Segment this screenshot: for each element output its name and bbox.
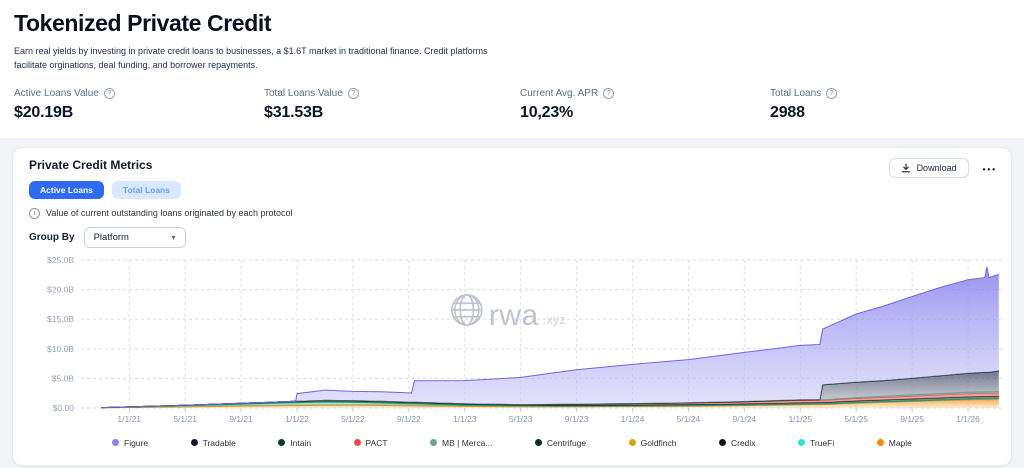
chart-info-text: Value of current outstanding loans origi…	[46, 208, 293, 219]
y-axis-label: $0.00	[53, 403, 75, 413]
stat-label: Total Loans Value	[264, 87, 343, 99]
tab-total-loans[interactable]: Total Loans	[111, 180, 181, 199]
content-section: Private Credit Metrics Download Active L…	[0, 137, 1024, 468]
legend-label: MB | Merca...	[442, 437, 493, 448]
more-menu-button[interactable]	[983, 161, 997, 174]
y-axis-label: $20.0B	[47, 284, 74, 294]
group-by-label: Group By	[29, 231, 75, 243]
download-button[interactable]: Download	[888, 157, 969, 178]
legend-dot	[112, 439, 119, 447]
legend-item-centrifuge[interactable]: Centrifuge	[534, 437, 587, 448]
legend-label: Figure	[124, 437, 149, 448]
legend-label: Credix	[730, 437, 756, 448]
card-actions: Download	[888, 157, 997, 178]
x-axis-label: 9/1/21	[229, 414, 253, 424]
tab-active-loans[interactable]: Active Loans	[29, 180, 104, 199]
stat-value: $31.53B	[264, 103, 324, 121]
hero-section: Tokenized Private Credit Earn real yield…	[0, 0, 1024, 138]
stat-value: 10,23%	[520, 103, 574, 121]
legend-label: PACT	[365, 437, 388, 448]
legend-item-goldfinch[interactable]: Goldfinch	[628, 437, 677, 448]
chart-info-line: Value of current outstanding loans origi…	[29, 207, 995, 219]
stats-row: Active Loans Value $20.19B Total Loans V…	[14, 87, 1010, 138]
legend-dot	[876, 439, 884, 447]
y-axis-label: $5.0B	[52, 373, 75, 383]
x-axis-label: 1/1/26	[956, 414, 980, 424]
help-icon[interactable]	[103, 87, 115, 99]
stat-total-loans-value: Total Loans Value $31.53B	[264, 87, 520, 122]
y-axis-label: $15.0B	[47, 314, 74, 324]
legend-dot	[718, 439, 726, 447]
legend-dot	[278, 439, 286, 447]
x-axis-label: 5/1/21	[173, 414, 197, 424]
legend-item-credix[interactable]: Credix	[718, 437, 756, 448]
legend-label: Tradable	[202, 437, 236, 448]
legend-item-truefi[interactable]: TrueFi	[798, 438, 834, 448]
page-title: Tokenized Private Credit	[14, 10, 272, 36]
x-axis-label: 9/1/23	[565, 414, 589, 424]
legend-label: Centrifuge	[546, 437, 587, 448]
x-axis-label: 5/1/24	[677, 414, 701, 424]
legend-item-figure[interactable]: Figure	[112, 438, 148, 448]
group-by-select[interactable]: Platform	[83, 226, 186, 248]
x-axis-label: 1/1/22	[285, 414, 309, 424]
page-description: Earn real yields by investing in private…	[14, 46, 488, 71]
legend-label: TrueFi	[810, 437, 835, 448]
stat-active-loans-value: Active Loans Value $20.19B	[14, 87, 264, 122]
download-icon	[901, 163, 910, 173]
y-axis-label: $10.0B	[47, 344, 74, 354]
stacked-area-chart[interactable]: $0.00 $5.0B $10.0B $15.0B $20.0B $25.0B 1/1/21…	[29, 250, 1009, 430]
x-axis-label: 5/1/23	[509, 414, 533, 424]
legend-item-pact[interactable]: PACT	[353, 437, 388, 448]
legend-item-maple[interactable]: Maple	[876, 437, 912, 448]
help-icon[interactable]	[603, 87, 615, 99]
legend-label: Maple	[888, 437, 912, 448]
legend-item-tradable[interactable]: Tradable	[190, 437, 236, 448]
y-axis-label: $25.0B	[47, 255, 74, 265]
stat-value: $20.19B	[14, 103, 74, 121]
legend-dot	[798, 439, 806, 447]
card-title: Private Credit Metrics	[29, 157, 153, 172]
info-icon	[29, 207, 40, 219]
legend-dot	[628, 439, 636, 447]
chevron-down-icon	[172, 233, 176, 242]
legend-item-mb-merca-[interactable]: MB | Merca...	[430, 438, 492, 448]
x-axis-label: 5/1/25	[844, 414, 868, 424]
legend-label: Goldfinch	[640, 437, 677, 448]
legend-dot	[190, 439, 198, 447]
x-axis-label: 9/1/25	[900, 414, 924, 424]
group-by-value: Platform	[93, 231, 129, 243]
stat-label: Total Loans	[770, 87, 822, 99]
legend-dot	[353, 439, 361, 447]
stat-label: Active Loans Value	[14, 87, 99, 99]
x-axis-label: 1/1/23	[453, 414, 477, 424]
stat-current-avg-apr: Current Avg. APR 10,23%	[520, 87, 770, 122]
x-axis-label: 9/1/24	[733, 414, 757, 424]
legend-label: Intain	[290, 437, 312, 448]
legend-dot	[534, 439, 542, 447]
chart-line-figure	[101, 266, 999, 408]
stat-label: Current Avg. APR	[520, 87, 599, 99]
chart-wrap: $0.00 $5.0B $10.0B $15.0B $20.0B $25.0B 1/1/21…	[29, 250, 1003, 435]
legend-dot	[430, 439, 438, 447]
stat-value: 2988	[770, 103, 805, 121]
x-axis-label: 1/1/24	[621, 414, 645, 424]
legend-item-intain[interactable]: Intain	[278, 438, 311, 448]
help-icon[interactable]	[347, 87, 359, 99]
x-axis-label: 9/1/22	[397, 414, 421, 424]
chart-area-figure	[101, 266, 999, 408]
group-by-row: Group By Platform	[29, 226, 995, 248]
x-axis-label: 1/1/25	[788, 414, 812, 424]
x-axis-label: 5/1/22	[341, 414, 365, 424]
metrics-card: Private Credit Metrics Download Active L…	[12, 146, 1012, 466]
help-icon[interactable]	[826, 87, 838, 99]
chart-legend: Figure Tradable Intain PACT MB | Merca... Cen…	[112, 438, 912, 448]
download-label: Download	[916, 162, 957, 173]
stat-total-loans: Total Loans 2988	[770, 87, 1020, 122]
chart-tabs: Active Loans Total Loans	[29, 180, 995, 199]
x-axis-label: 1/1/21	[117, 414, 141, 424]
